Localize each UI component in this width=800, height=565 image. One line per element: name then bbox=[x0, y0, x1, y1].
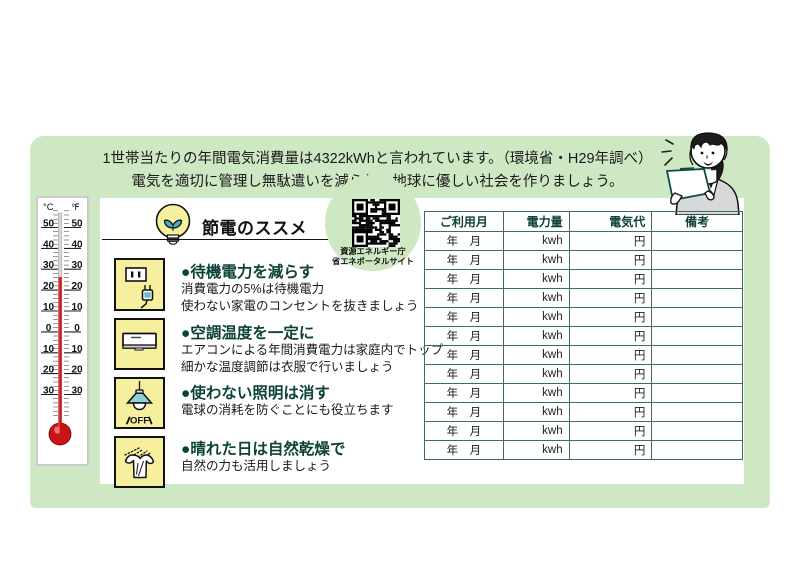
svg-text:℉: ℉ bbox=[71, 202, 80, 212]
svg-text:OFF: OFF bbox=[130, 416, 149, 427]
svg-text:°C: °C bbox=[43, 202, 54, 213]
